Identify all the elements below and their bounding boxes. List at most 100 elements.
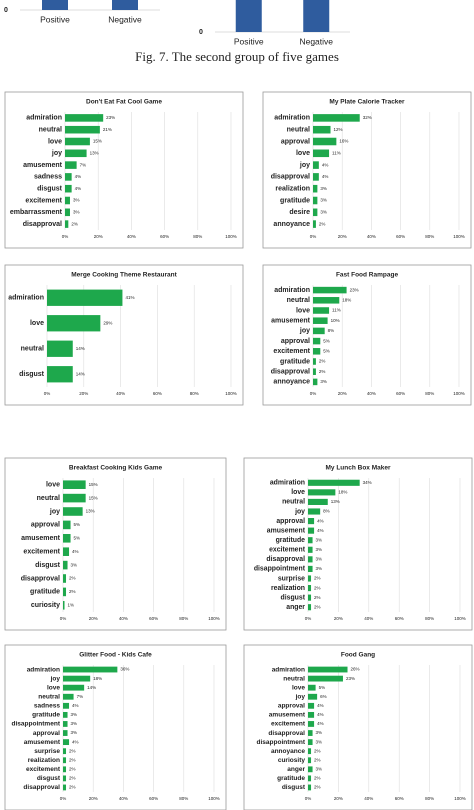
- bar: [63, 480, 86, 489]
- x-tick-label: 100%: [208, 796, 220, 801]
- category-label: love: [296, 307, 310, 314]
- bar: [63, 520, 71, 530]
- chart-title: Don't Eat Fat Cool Game: [86, 99, 162, 106]
- category-label: surprise: [278, 575, 305, 582]
- category-label: excitement: [271, 721, 306, 728]
- x-tick-label: 80%: [179, 796, 188, 801]
- bar: [65, 173, 72, 181]
- x-tick-label: Negative: [108, 14, 142, 24]
- value-label: 13%: [90, 150, 99, 155]
- bar: [308, 684, 316, 691]
- bar: [63, 560, 68, 570]
- bar: [313, 149, 330, 158]
- bar: [63, 675, 91, 682]
- bar: [313, 137, 337, 146]
- bar: [308, 775, 312, 782]
- x-tick-label: 0%: [60, 616, 67, 621]
- bar: [308, 479, 360, 486]
- category-label: disappointment: [256, 739, 305, 746]
- bar: [308, 575, 312, 582]
- bar: [63, 547, 70, 556]
- value-label: 4%: [317, 518, 324, 523]
- bar: [313, 317, 328, 324]
- value-label: 2%: [314, 595, 321, 600]
- value-label: 4%: [317, 528, 324, 533]
- x-tick-label: 40%: [127, 234, 136, 239]
- category-label: anger: [286, 604, 305, 611]
- bar: [63, 574, 67, 583]
- bar: [112, 0, 138, 10]
- value-label: 5%: [74, 522, 81, 527]
- value-label: 3%: [73, 209, 80, 214]
- figure-caption: Fig. 7. The second group of five games: [135, 49, 339, 64]
- bar: [308, 527, 315, 534]
- category-label: disapproval: [271, 174, 310, 181]
- bar: [303, 0, 330, 32]
- bar: [308, 508, 321, 515]
- bar: [63, 784, 67, 791]
- bar: [313, 307, 330, 314]
- value-label: 3%: [316, 566, 323, 571]
- value-label: 2%: [319, 359, 326, 364]
- value-label: 3%: [71, 712, 78, 717]
- value-label: 4%: [322, 162, 329, 167]
- bar: [308, 666, 348, 673]
- bar: [63, 587, 67, 597]
- value-label: 15%: [89, 482, 98, 487]
- value-label: 2%: [71, 221, 78, 226]
- value-label: 2%: [314, 576, 321, 581]
- x-tick-label: 40%: [364, 616, 373, 621]
- value-label: 15%: [93, 139, 102, 144]
- x-tick-label: Positive: [234, 36, 264, 46]
- value-label: 2%: [319, 369, 326, 374]
- category-label: love: [292, 684, 305, 691]
- chart-title: Merge Cooking Theme Restaurant: [71, 272, 177, 279]
- value-label: 14%: [87, 685, 96, 690]
- category-label: anger: [287, 766, 305, 773]
- value-label: 3%: [320, 379, 327, 384]
- category-label: love: [47, 684, 60, 691]
- category-label: realization: [28, 757, 60, 764]
- bar: [308, 739, 313, 746]
- bar: [63, 702, 70, 709]
- x-tick-label: 0%: [310, 234, 317, 239]
- category-label: sadness: [34, 174, 62, 181]
- bar: [63, 739, 70, 746]
- value-label: 5%: [74, 535, 81, 540]
- value-label: 2%: [314, 757, 321, 762]
- x-tick-label: 40%: [367, 391, 376, 396]
- value-label: 7%: [80, 162, 87, 167]
- value-label: 2%: [314, 585, 321, 590]
- value-label: 15%: [89, 495, 98, 500]
- bar: [63, 507, 83, 516]
- x-tick-label: 60%: [396, 234, 405, 239]
- x-tick-label: 100%: [208, 616, 220, 621]
- bar: [63, 601, 65, 610]
- bar: [308, 537, 313, 544]
- x-tick-label: 20%: [338, 234, 347, 239]
- category-label: love: [291, 489, 305, 496]
- x-tick-label: 100%: [454, 616, 466, 621]
- bar: [63, 730, 68, 736]
- bar: [308, 546, 313, 553]
- chart-frame: [243, 644, 473, 810]
- bar: [63, 775, 67, 782]
- category-label: neutral: [38, 693, 60, 700]
- value-label: 3%: [71, 730, 78, 735]
- bar: [308, 748, 312, 755]
- x-tick-label: 20%: [89, 616, 98, 621]
- category-label: amusement: [269, 712, 306, 719]
- value-label: 3%: [73, 198, 80, 203]
- category-label: annoyance: [273, 221, 310, 228]
- category-label: neutral: [282, 499, 305, 506]
- value-label: 1%: [68, 602, 75, 607]
- bar: [65, 208, 70, 217]
- bar: [308, 784, 312, 791]
- value-label: 14%: [76, 346, 85, 351]
- x-tick-label: 80%: [425, 234, 434, 239]
- x-tick-label: 40%: [364, 796, 373, 801]
- chart-frame: [4, 91, 244, 249]
- value-label: 2%: [69, 757, 76, 762]
- category-label: joy: [49, 508, 60, 515]
